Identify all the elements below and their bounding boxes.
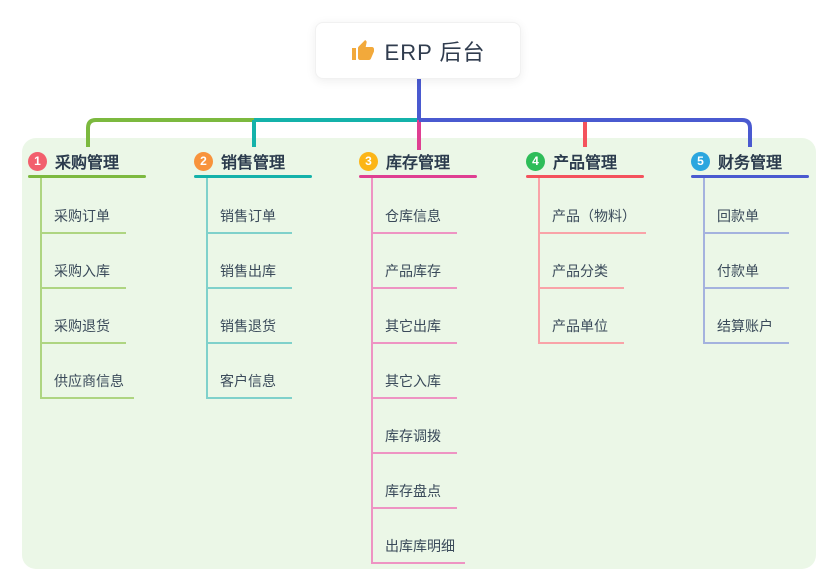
branch-sales: 2 销售管理 销售订单 销售出库 销售退货 客户信息 (194, 150, 312, 399)
branch-procurement: 1 采购管理 采购订单 采购入库 采购退货 供应商信息 (28, 150, 146, 399)
root-node[interactable]: ERP 后台 (315, 22, 521, 79)
node-item[interactable]: 仓库信息 (371, 206, 457, 234)
node-item[interactable]: 回款单 (703, 206, 789, 234)
thumbs-up-icon (351, 39, 374, 60)
branch-underline (526, 175, 644, 178)
node-label: 销售退货 (206, 316, 292, 344)
branch-header[interactable]: 3 库存管理 (359, 150, 477, 172)
branch-underline (359, 175, 477, 178)
node-label: 供应商信息 (40, 371, 134, 399)
node-label: 回款单 (703, 206, 789, 234)
node-item[interactable]: 产品单位 (538, 316, 624, 344)
branch-header[interactable]: 5 财务管理 (691, 150, 809, 172)
branch-title: 财务管理 (718, 155, 783, 172)
branch-connector-line (371, 178, 373, 562)
node-item[interactable]: 客户信息 (206, 371, 292, 399)
node-item[interactable]: 产品分类 (538, 261, 624, 289)
node-label: 采购退货 (40, 316, 126, 344)
node-item[interactable]: 库存盘点 (371, 481, 457, 509)
branch-title: 采购管理 (55, 155, 120, 172)
branch-underline (194, 175, 312, 178)
node-item[interactable]: 销售退货 (206, 316, 292, 344)
node-item[interactable]: 库存调拨 (371, 426, 457, 454)
node-item[interactable]: 其它入库 (371, 371, 457, 399)
branch-connector-line (703, 178, 705, 342)
node-item[interactable]: 采购订单 (40, 206, 126, 234)
branch-connector-line (538, 178, 540, 342)
branch-product: 4 产品管理 产品（物料） 产品分类 产品单位 (526, 150, 646, 344)
node-label: 产品（物料） (538, 206, 646, 234)
node-item[interactable]: 产品库存 (371, 261, 457, 289)
node-label: 销售订单 (206, 206, 292, 234)
branch-inventory: 3 库存管理 仓库信息 产品库存 其它出库 其它入库 库存调拨 库存盘点 出库库… (359, 150, 477, 564)
node-item[interactable]: 采购入库 (40, 261, 126, 289)
node-item[interactable]: 采购退货 (40, 316, 126, 344)
node-label: 库存调拨 (371, 426, 457, 454)
node-item[interactable]: 其它出库 (371, 316, 457, 344)
branch-title: 产品管理 (553, 155, 618, 172)
branch-header[interactable]: 2 销售管理 (194, 150, 312, 172)
branch-finance: 5 财务管理 回款单 付款单 结算账户 (691, 150, 809, 344)
node-item[interactable]: 销售出库 (206, 261, 292, 289)
node-label: 销售出库 (206, 261, 292, 289)
node-item[interactable]: 付款单 (703, 261, 789, 289)
branch-underline (691, 175, 809, 178)
node-item[interactable]: 结算账户 (703, 316, 789, 344)
node-label: 其它入库 (371, 371, 457, 399)
node-label: 客户信息 (206, 371, 292, 399)
branch-number-badge: 3 (359, 151, 378, 171)
node-label: 结算账户 (703, 316, 789, 344)
branch-title: 库存管理 (386, 155, 451, 172)
node-label: 采购订单 (40, 206, 126, 234)
node-label: 产品库存 (371, 261, 457, 289)
branch-header[interactable]: 4 产品管理 (526, 150, 644, 172)
branch-title: 销售管理 (221, 155, 286, 172)
node-label: 其它出库 (371, 316, 457, 344)
connector-indigo (417, 79, 752, 147)
branch-number-badge: 2 (194, 151, 213, 171)
root-title: ERP 后台 (384, 39, 486, 65)
node-label: 采购入库 (40, 261, 126, 289)
node-item[interactable]: 产品（物料） (538, 206, 646, 234)
branches-panel (22, 138, 816, 569)
node-item[interactable]: 出库库明细 (371, 536, 465, 564)
node-item[interactable]: 供应商信息 (40, 371, 134, 399)
branch-number-badge: 1 (28, 151, 47, 171)
node-label: 出库库明细 (371, 536, 465, 564)
node-label: 付款单 (703, 261, 789, 289)
node-label: 产品单位 (538, 316, 624, 344)
node-label: 仓库信息 (371, 206, 457, 234)
branch-underline (28, 175, 146, 178)
branch-number-badge: 4 (526, 151, 545, 171)
node-item[interactable]: 销售订单 (206, 206, 292, 234)
branch-number-badge: 5 (691, 151, 710, 171)
node-label: 产品分类 (538, 261, 624, 289)
node-label: 库存盘点 (371, 481, 457, 509)
branch-header[interactable]: 1 采购管理 (28, 150, 146, 172)
